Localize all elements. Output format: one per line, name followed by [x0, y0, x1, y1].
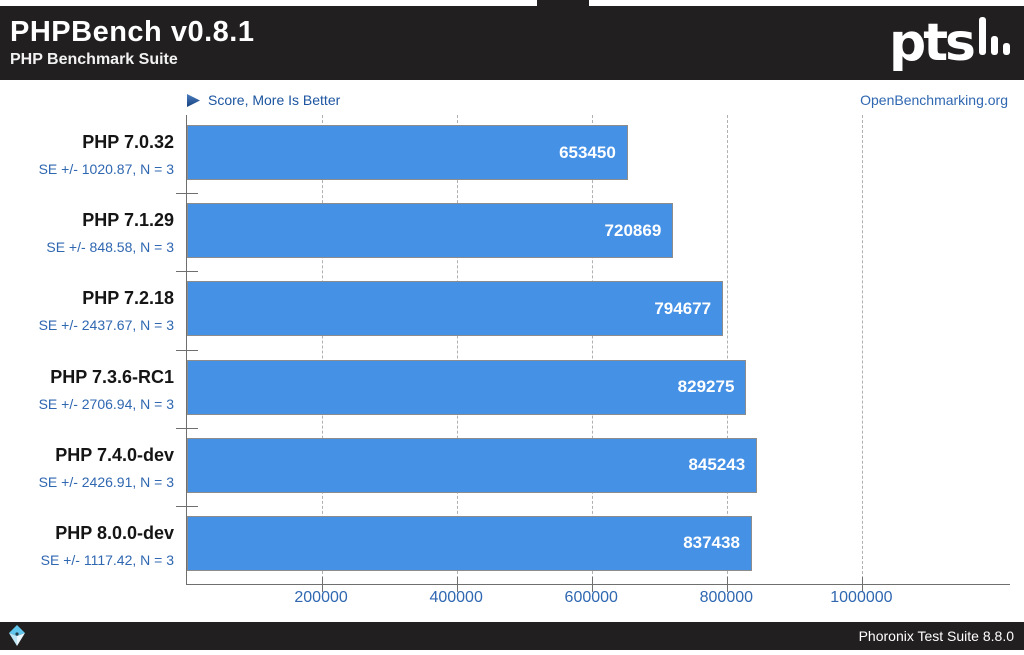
pts-logo: pts: [889, 17, 1010, 69]
bar-row: 653450: [187, 115, 1010, 193]
y-axis-tick: [176, 505, 198, 507]
y-axis-tick: [176, 349, 198, 351]
footer-version: Phoronix Test Suite 8.8.0: [858, 628, 1014, 644]
bar-row: 720869: [187, 193, 1010, 271]
category-label: PHP 7.2.18: [82, 288, 174, 309]
category-label: PHP 7.4.0-dev: [55, 444, 174, 465]
category-label-row: PHP 8.0.0-dev SE +/- 1117.42, N = 3: [0, 507, 180, 585]
x-grid-line: [861, 115, 863, 584]
result-bar: 720869: [187, 203, 674, 259]
pts-logo-text: pts: [888, 13, 976, 73]
x-axis-tick: [861, 577, 863, 592]
standard-error-label: SE +/- 1117.42, N = 3: [40, 552, 174, 569]
chart-subtitle: PHP Benchmark Suite: [10, 51, 178, 68]
standard-error-label: SE +/- 2706.94, N = 3: [38, 395, 174, 412]
score-hint: Score, More Is Better: [186, 92, 340, 108]
chart-footer: Phoronix Test Suite 8.8.0: [0, 622, 1024, 650]
result-bar: 829275: [187, 359, 747, 415]
x-tick-label: 400000: [429, 589, 483, 606]
category-label-row: PHP 7.4.0-dev SE +/- 2426.91, N = 3: [0, 428, 180, 506]
result-bar: 794677: [187, 281, 724, 337]
bar-row: 845243: [187, 428, 1010, 506]
x-axis-tick: [456, 577, 458, 592]
score-hint-label: Score, More Is Better: [208, 92, 341, 108]
x-tick-label: 600000: [564, 589, 618, 606]
bar-value-label: 845243: [688, 455, 746, 475]
plot-area: 653450 720869 794677 829275 845243 837438: [176, 115, 1010, 592]
bar-value-label: 837438: [683, 533, 740, 553]
bar-row: 837438: [187, 506, 1010, 584]
y-axis-tick: [176, 193, 198, 195]
category-label: PHP 7.3.6-RC1: [50, 366, 174, 387]
chart-title: PHPBench v0.8.1: [10, 16, 255, 48]
openbenchmarking-link[interactable]: OpenBenchmarking.org: [860, 92, 1008, 108]
x-tick-label: 200000: [294, 589, 348, 606]
category-labels-column: PHP 7.0.32 SE +/- 1020.87, N = 3 PHP 7.1.2…: [0, 115, 180, 585]
bar-value-label: 720869: [604, 220, 662, 240]
x-axis-tick: [726, 577, 728, 592]
x-tick-label: 800000: [699, 589, 754, 606]
bars-container: 653450 720869 794677 829275 845243 837438: [187, 115, 1010, 584]
openbenchmarking-gem-icon: [9, 625, 25, 646]
x-grid-line: [591, 115, 593, 584]
x-axis-labels: 200000 400000 600000 800000 1000000: [186, 589, 1010, 611]
chart-header: PHPBench v0.8.1 PHP Benchmark Suite pts: [0, 6, 1024, 80]
x-grid-line: [726, 115, 728, 584]
category-label: PHP 7.1.29: [82, 209, 174, 230]
pts-logo-bars-icon: [979, 17, 1010, 65]
result-bar: 845243: [187, 437, 758, 493]
y-axis-tick: [176, 427, 198, 429]
bar-row: 794677: [187, 271, 1010, 349]
bar-row: 829275: [187, 350, 1010, 428]
category-label-row: PHP 7.2.18 SE +/- 2437.67, N = 3: [0, 272, 180, 350]
y-axis-tick: [176, 271, 198, 273]
x-axis-tick: [591, 577, 593, 592]
x-tick-label: 1000000: [830, 589, 893, 606]
bar-value-label: 794677: [654, 298, 712, 318]
chart-area: Score, More Is Better OpenBenchmarking.o…: [0, 80, 1024, 622]
standard-error-label: SE +/- 2437.67, N = 3: [38, 317, 174, 334]
standard-error-label: SE +/- 848.58, N = 3: [46, 238, 174, 255]
standard-error-label: SE +/- 1020.87, N = 3: [38, 160, 174, 177]
bar-value-label: 653450: [559, 142, 616, 162]
result-bar: 653450: [187, 125, 628, 180]
category-label-row: PHP 7.1.29 SE +/- 848.58, N = 3: [0, 193, 180, 271]
category-label-row: PHP 7.3.6-RC1 SE +/- 2706.94, N = 3: [0, 350, 180, 428]
category-label: PHP 8.0.0-dev: [55, 523, 174, 544]
result-bar: 837438: [187, 515, 752, 571]
category-label: PHP 7.0.32: [82, 131, 174, 152]
top-notch: [537, 0, 589, 7]
category-label-row: PHP 7.0.32 SE +/- 1020.87, N = 3: [0, 115, 180, 193]
play-arrow-icon: [187, 93, 200, 107]
x-grid-line: [321, 115, 323, 584]
standard-error-label: SE +/- 2426.91, N = 3: [38, 473, 174, 490]
x-grid-line: [456, 115, 458, 584]
x-axis-tick: [321, 577, 323, 592]
header-titles: PHPBench v0.8.1 PHP Benchmark Suite: [10, 15, 254, 71]
bar-value-label: 829275: [677, 377, 735, 397]
